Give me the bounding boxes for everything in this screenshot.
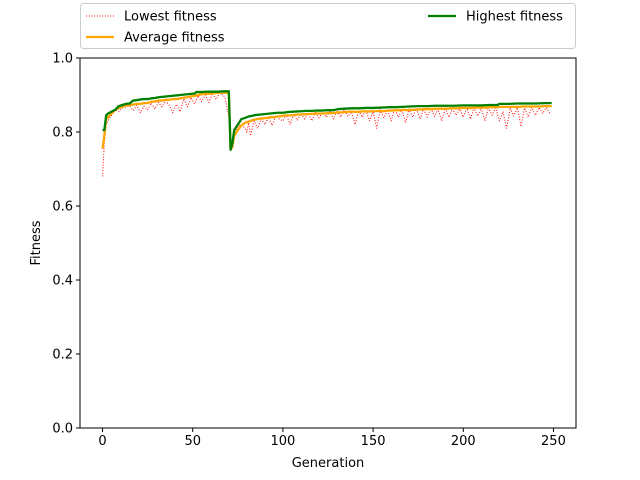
series-layer (101, 90, 552, 177)
series-line-2 (101, 91, 552, 151)
x-tick-label: 250 (541, 434, 566, 449)
y-tick-label: 0.8 (52, 126, 73, 141)
legend: Lowest fitness Average fitness Highest fit… (80, 3, 576, 49)
x-tick-label: 100 (270, 434, 295, 449)
series-line-1 (102, 92, 551, 177)
x-tick-label: 0 (98, 434, 106, 449)
x-tick-label: 200 (451, 434, 476, 449)
y-axis-label: Fitness (29, 220, 44, 265)
x-tick-label: 50 (184, 434, 201, 449)
x-axis-label: Generation (292, 456, 365, 471)
y-tick-label: 0.0 (52, 422, 73, 437)
x-axis-ticks: 0 50 100 150 200 250 (98, 428, 566, 449)
y-tick-label: 1.0 (52, 52, 73, 67)
legend-label: Highest fitness (466, 10, 563, 25)
series-line-3 (102, 90, 552, 151)
y-axis-ticks: 0.0 0.2 0.4 0.6 0.8 1.0 (52, 52, 80, 437)
x-tick-label: 150 (361, 434, 386, 449)
y-tick-label: 0.2 (52, 348, 73, 363)
legend-label: Lowest fitness (124, 10, 217, 25)
y-tick-label: 0.6 (52, 200, 73, 215)
plot-frame (79, 57, 577, 429)
legend-label: Average fitness (124, 31, 225, 46)
legend-box (80, 3, 576, 49)
y-tick-label: 0.4 (52, 274, 73, 289)
